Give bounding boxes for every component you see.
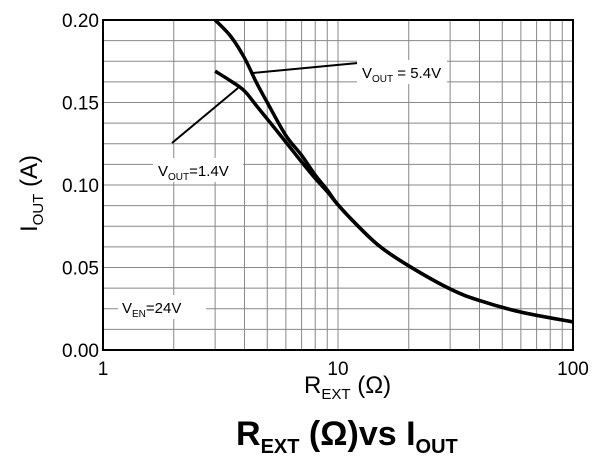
annotation-vout-5v4: VOUT = 5.4V (362, 65, 441, 85)
annotation-box-ven (118, 295, 206, 319)
y-axis-label: IOUT (A) (16, 155, 47, 232)
y-tick-label: 0.05 (62, 259, 99, 280)
y-tick-label: 0.00 (62, 341, 99, 362)
annotation-box-vout-1v4 (153, 158, 243, 182)
x-tick-label: 10 (327, 359, 348, 380)
chart-title: REXT (Ω)vs IOUT (236, 415, 458, 458)
annotation-vout-1v4: VOUT=1.4V (158, 163, 229, 183)
x-axis-label: REXT (Ω) (304, 372, 391, 403)
x-tick-labels: 1 10 100 (98, 359, 589, 380)
annotation-leader-vout-5v4 (252, 62, 359, 74)
y-tick-label: 0.20 (62, 11, 99, 32)
annotation-box-vout-5v4 (357, 60, 447, 84)
annotation-leader-vout-1v4 (171, 87, 239, 144)
series-line-vout-1v4 (214, 69, 574, 324)
x-tick-label: 1 (98, 359, 109, 380)
x-tick-label: 100 (557, 359, 589, 380)
y-tick-label: 0.15 (62, 94, 99, 115)
y-tick-labels: 0.00 0.05 0.10 0.15 0.20 (62, 11, 99, 362)
annotation-ven: VEN=24V (122, 300, 181, 320)
series-layer (213, 18, 574, 324)
plot-frame (102, 19, 574, 351)
y-tick-label: 0.10 (62, 176, 99, 197)
